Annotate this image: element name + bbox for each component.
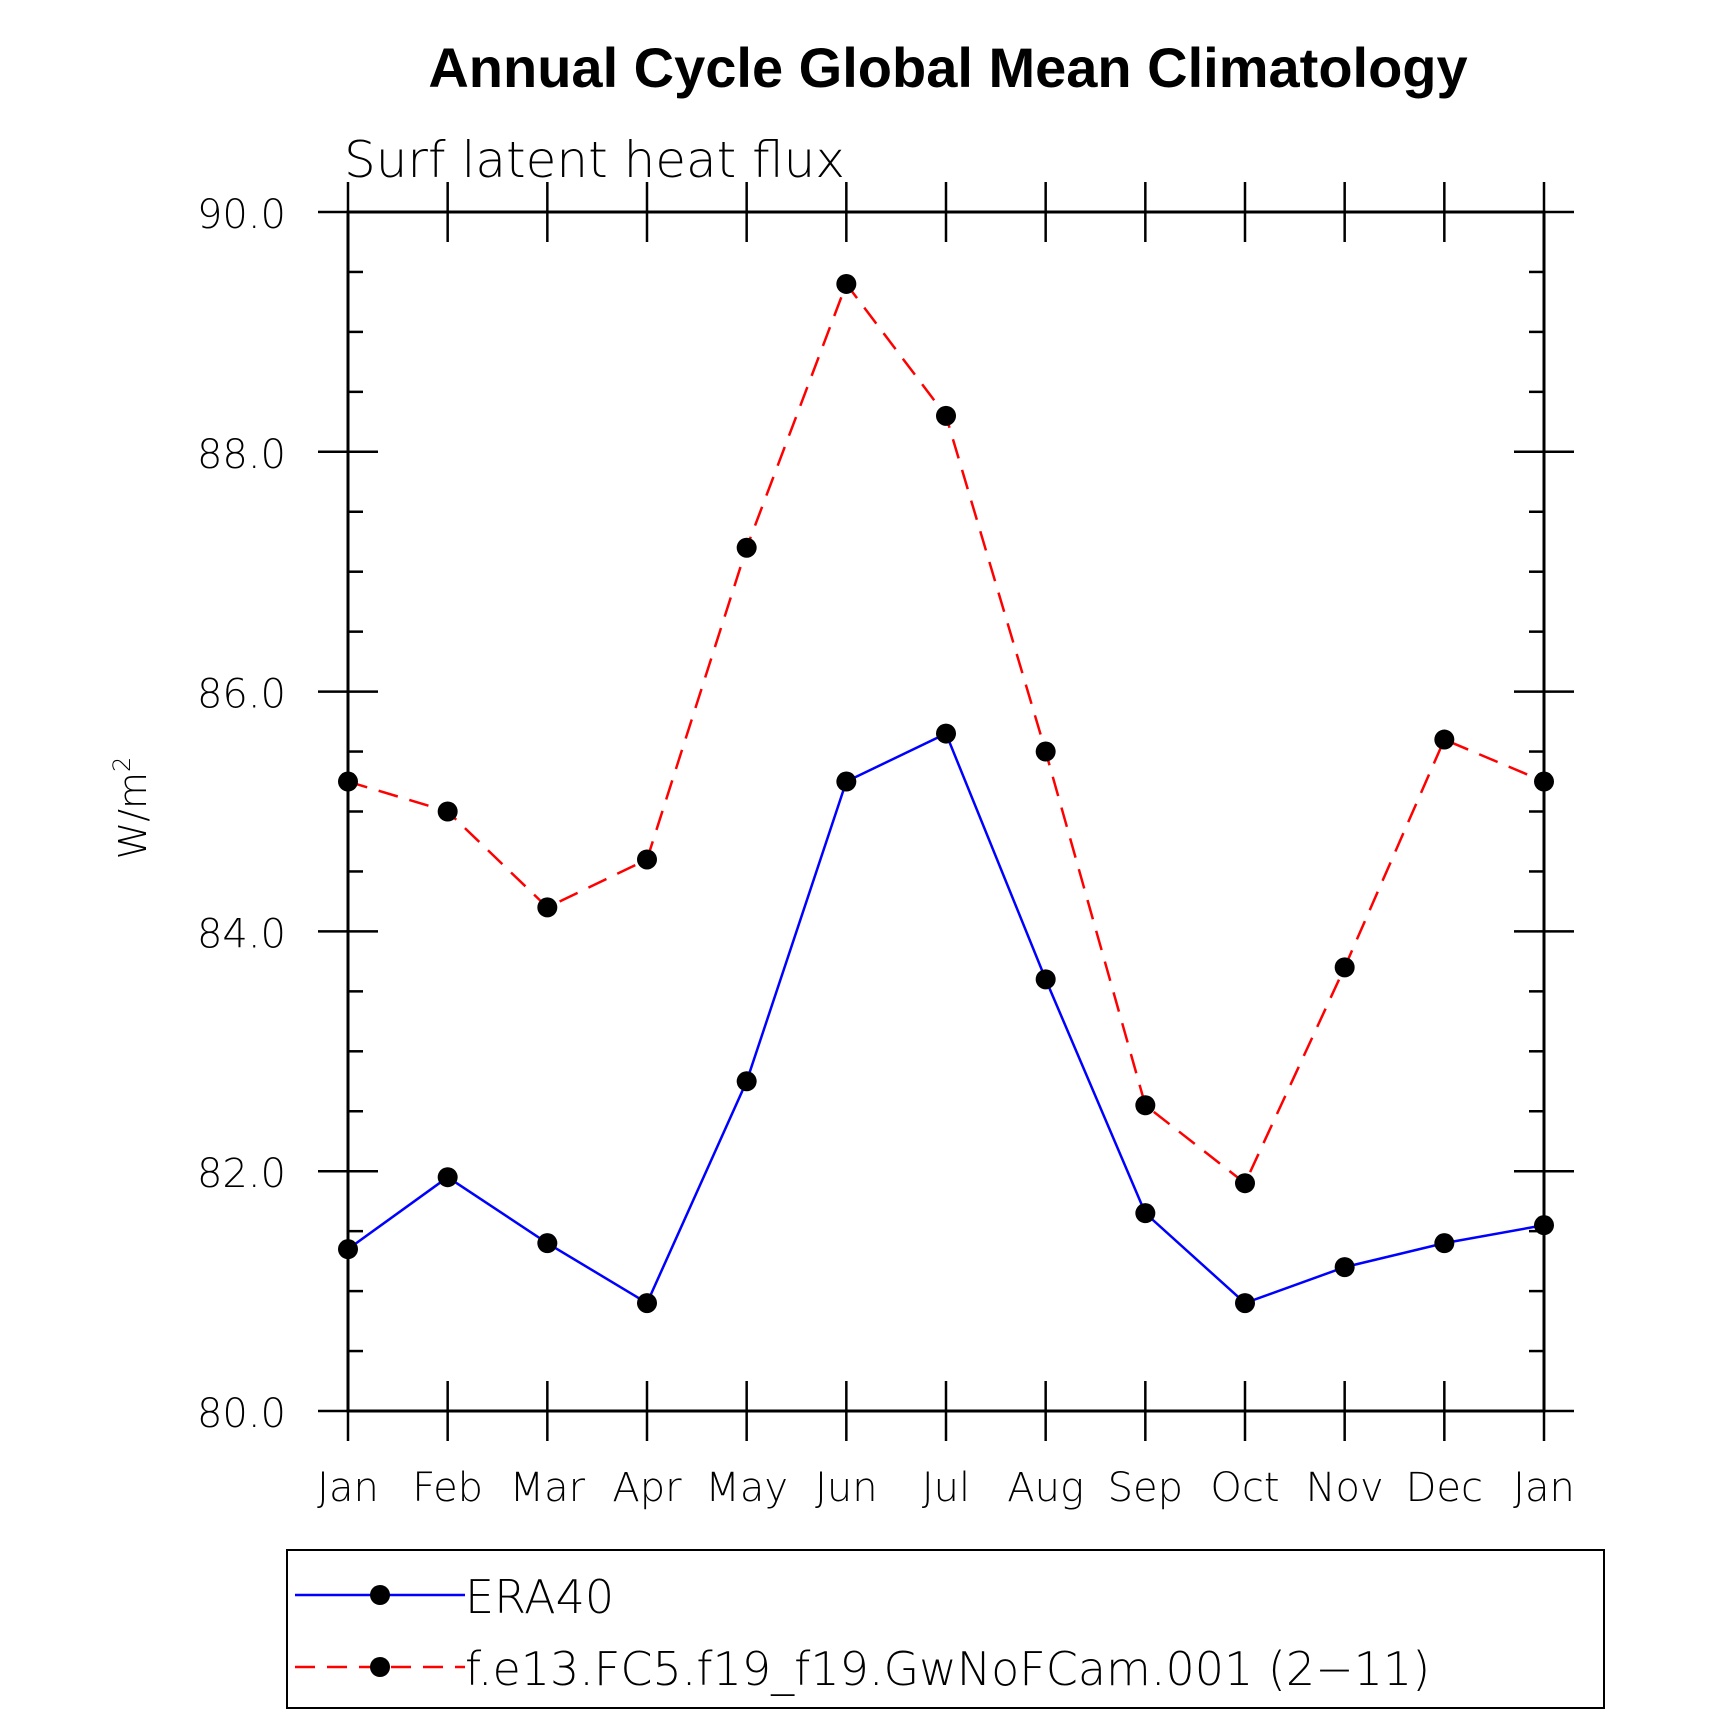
data-point [936,723,956,744]
series-0 [338,723,1554,1314]
data-point [736,537,757,558]
legend-marker-model [370,1657,390,1677]
legend-box [286,1549,1605,1709]
data-point [437,801,458,822]
data-point [1534,1215,1554,1236]
legend: ERA40 f.e13.FC5.f19_f19.GwNoFCam.001 (2−… [286,1549,1605,1709]
data-point [836,771,857,792]
x-tick-label: Mar [510,1465,586,1511]
x-tick-label: Dec [1406,1465,1483,1511]
legend-label-model: f.e13.FC5.f19_f19.GwNoFCam.001 (2−11) [465,1642,1430,1696]
data-point [836,273,857,294]
x-tick-label: Nov [1306,1465,1384,1511]
data-point [1135,1095,1156,1116]
data-point [1235,1293,1255,1314]
y-tick-label: 90.0 [197,192,286,238]
x-tick-label: Jun [815,1465,878,1511]
legend-label-era40: ERA40 [465,1570,614,1624]
data-point [736,1071,757,1092]
data-point [1035,969,1056,990]
y-axis-label-text: W/m [111,772,155,859]
data-point [537,1233,558,1254]
x-tick-label: May [705,1465,788,1511]
data-point [1534,771,1554,792]
x-tick-label: Aug [1007,1465,1084,1511]
chart-subtitle: Surf latent heat flux [344,131,845,189]
x-tick-label: Apr [612,1465,682,1511]
data-point [338,771,358,792]
x-tick-label: Oct [1210,1465,1279,1511]
x-tick-label: Jan [317,1465,379,1511]
y-axis-label-superscript: 2 [108,757,136,772]
data-point [1334,957,1355,978]
y-tick-label: 86.0 [197,672,286,718]
y-tick-label: 84.0 [197,911,286,957]
data-point [338,1239,358,1260]
data-point [637,1293,657,1314]
y-tick-labels: 80.0 82.0 84.0 86.0 88.0 90.0 [197,192,286,1437]
series-layer [338,273,1554,1314]
x-tick-label: Jan [1513,1465,1575,1511]
data-point [1135,1203,1156,1224]
series-1 [338,273,1554,1194]
data-point [1035,741,1056,762]
axis-ticks [318,182,1574,1441]
x-tick-label: Sep [1108,1465,1183,1511]
data-point [437,1167,458,1188]
data-point [1434,1233,1455,1254]
legend-marker-era40 [370,1585,390,1605]
x-tick-label: Jul [922,1465,970,1511]
x-tick-label: Feb [412,1465,483,1511]
data-point [1235,1173,1255,1194]
x-tick-labels: Jan Feb Mar Apr May Jun Jul Aug Sep Oct Nov Dec Jan [317,1465,1575,1511]
y-tick-label: 88.0 [197,432,286,478]
data-point [537,897,558,918]
data-point [1434,729,1455,750]
data-point [637,849,657,870]
y-axis-label: W/m2 [108,757,155,860]
data-point [1334,1257,1355,1278]
data-point [936,405,956,426]
series-line-0 [347,731,1545,1305]
chart-title: Annual Cycle Global Mean Climatology [428,36,1467,99]
y-tick-label: 82.0 [197,1151,286,1197]
y-tick-label: 80.0 [197,1391,286,1437]
